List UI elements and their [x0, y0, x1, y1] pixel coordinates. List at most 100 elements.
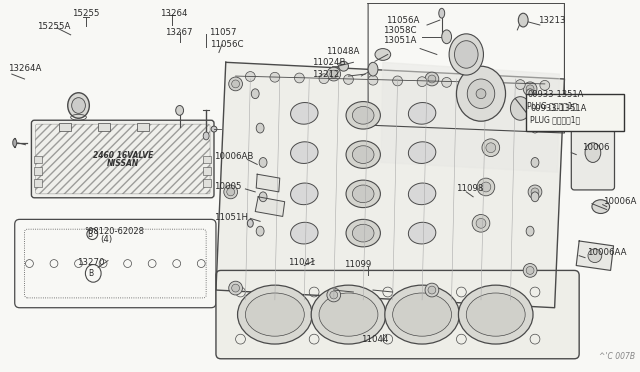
Text: 13270: 13270 [77, 258, 104, 267]
Ellipse shape [393, 76, 403, 86]
Ellipse shape [481, 182, 491, 192]
Ellipse shape [319, 74, 329, 84]
Text: 10006: 10006 [582, 143, 610, 152]
Ellipse shape [467, 293, 525, 336]
Ellipse shape [526, 85, 534, 93]
Polygon shape [576, 241, 614, 270]
Ellipse shape [344, 74, 353, 84]
Ellipse shape [442, 77, 452, 87]
Text: 11056C: 11056C [210, 40, 244, 49]
Ellipse shape [524, 82, 537, 96]
Text: 15255: 15255 [72, 9, 99, 18]
Ellipse shape [256, 226, 264, 236]
Ellipse shape [237, 285, 312, 344]
Text: 11041: 11041 [287, 258, 315, 267]
Text: 13264: 13264 [160, 9, 188, 18]
Text: PLUG プラグ（1）: PLUG プラグ（1） [527, 101, 577, 110]
Bar [138, 123, 149, 131]
Ellipse shape [476, 89, 486, 99]
Ellipse shape [515, 80, 525, 90]
Ellipse shape [224, 185, 237, 199]
Ellipse shape [482, 139, 500, 157]
Text: PLUG プラグ（1）: PLUG プラグ（1） [530, 115, 580, 124]
Ellipse shape [353, 146, 374, 163]
Ellipse shape [176, 106, 184, 115]
Ellipse shape [454, 41, 478, 68]
Ellipse shape [385, 285, 460, 344]
Ellipse shape [462, 97, 480, 114]
Ellipse shape [291, 183, 318, 205]
Ellipse shape [259, 157, 267, 167]
Text: 10005: 10005 [214, 183, 241, 192]
Ellipse shape [346, 219, 380, 247]
Text: 10006A: 10006A [603, 197, 636, 206]
Ellipse shape [353, 185, 374, 203]
Text: 10006AA: 10006AA [587, 248, 627, 257]
Bar [203, 155, 211, 163]
Text: 11057: 11057 [209, 28, 237, 37]
Ellipse shape [526, 89, 534, 99]
Ellipse shape [472, 215, 490, 232]
Text: 13051A: 13051A [383, 36, 416, 45]
Ellipse shape [518, 13, 528, 27]
Ellipse shape [585, 143, 601, 163]
Ellipse shape [456, 66, 506, 121]
Ellipse shape [442, 30, 452, 44]
Ellipse shape [491, 79, 500, 89]
FancyBboxPatch shape [572, 115, 614, 190]
Ellipse shape [327, 67, 340, 81]
Ellipse shape [211, 126, 217, 132]
Ellipse shape [327, 288, 340, 302]
Ellipse shape [368, 62, 378, 76]
Ellipse shape [203, 132, 209, 140]
Text: 13058C: 13058C [383, 26, 417, 35]
Text: 11044: 11044 [361, 335, 388, 344]
Ellipse shape [393, 293, 452, 336]
Ellipse shape [294, 73, 304, 83]
Ellipse shape [449, 34, 483, 75]
Ellipse shape [531, 188, 539, 196]
Polygon shape [255, 197, 285, 217]
Ellipse shape [528, 185, 542, 199]
Text: NISSAN: NISSAN [107, 159, 139, 168]
Text: 13264A: 13264A [8, 64, 41, 73]
Ellipse shape [252, 89, 259, 99]
Ellipse shape [526, 266, 534, 274]
Bar [35, 167, 42, 175]
Ellipse shape [408, 183, 436, 205]
Text: B: B [88, 230, 93, 238]
FancyBboxPatch shape [31, 120, 214, 198]
Polygon shape [216, 62, 564, 308]
Ellipse shape [588, 249, 602, 263]
Text: 11056A: 11056A [386, 16, 419, 25]
FancyBboxPatch shape [216, 270, 579, 359]
Ellipse shape [68, 93, 90, 118]
Ellipse shape [346, 180, 380, 208]
Ellipse shape [531, 157, 539, 167]
Ellipse shape [13, 139, 17, 147]
Ellipse shape [245, 71, 255, 81]
Ellipse shape [467, 79, 495, 109]
Ellipse shape [417, 77, 427, 87]
Text: 15255A: 15255A [37, 22, 70, 32]
Ellipse shape [408, 142, 436, 163]
Ellipse shape [540, 80, 550, 90]
Text: 13213: 13213 [538, 16, 565, 25]
Ellipse shape [353, 106, 374, 124]
Text: 2460 16VALVE: 2460 16VALVE [93, 151, 153, 160]
Text: 11048A: 11048A [326, 47, 359, 56]
Text: B: B [89, 269, 94, 278]
Ellipse shape [353, 224, 374, 242]
Ellipse shape [346, 102, 380, 129]
Text: (4): (4) [100, 235, 112, 244]
Text: 11051H: 11051H [214, 213, 248, 222]
Text: 13267: 13267 [165, 28, 193, 37]
Ellipse shape [291, 142, 318, 163]
Ellipse shape [428, 75, 436, 83]
Ellipse shape [270, 72, 280, 82]
Ellipse shape [72, 98, 85, 113]
Ellipse shape [248, 219, 253, 227]
Bar [35, 179, 42, 187]
Bar [203, 179, 211, 187]
Ellipse shape [232, 80, 239, 88]
